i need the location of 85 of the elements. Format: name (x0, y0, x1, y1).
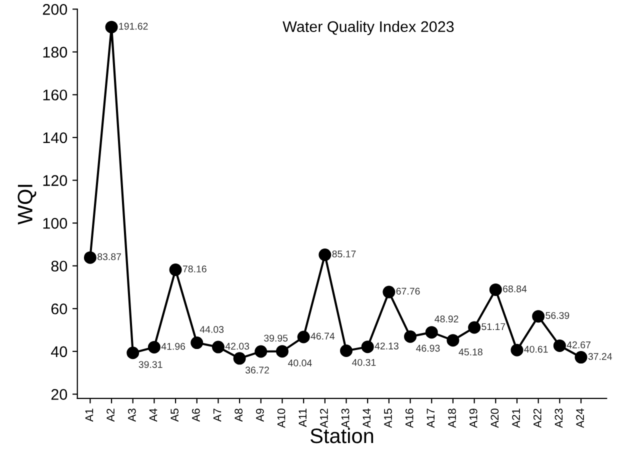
x-tick-label: A23 (554, 408, 563, 428)
data-label: 36.72 (245, 366, 269, 374)
data-label: 42.03 (225, 342, 250, 350)
data-label: 39.95 (264, 334, 288, 342)
y-tick-label: 160 (43, 90, 68, 100)
x-tick-label: A19 (469, 408, 478, 428)
data-label: 46.74 (310, 332, 335, 340)
y-tick-label: 20 (51, 389, 68, 400)
x-tick-label: A1 (85, 408, 94, 422)
x-tick-label: A3 (128, 408, 136, 422)
y-tick-label: 200 (42, 4, 68, 15)
point (254, 345, 268, 358)
x-tick-label: A17 (426, 408, 434, 428)
y-tick-label: 120 (43, 175, 68, 186)
text: Water Quality Index 2023 (282, 20, 454, 36)
point (532, 310, 545, 323)
x-tick-label: A12 (320, 408, 328, 428)
point (212, 340, 224, 354)
point (233, 352, 246, 365)
point (446, 334, 460, 347)
data-label: 44.03 (200, 326, 224, 333)
point (510, 344, 524, 356)
x-tick-label: A6 (192, 408, 200, 422)
data-label: 48.92 (434, 316, 458, 322)
data-label: 45.18 (458, 348, 482, 356)
y-tick-label: 140 (43, 132, 68, 144)
point (382, 286, 396, 298)
point (340, 344, 353, 357)
point (190, 336, 204, 350)
x-tick-label: A22 (533, 408, 542, 428)
point (105, 20, 118, 34)
point (574, 351, 588, 364)
x-tick-label: A20 (490, 408, 499, 428)
x-tick-label: A2 (106, 408, 114, 422)
y-tick-label: 80 (51, 260, 68, 272)
x-tick-label: A5 (170, 408, 179, 422)
point (425, 326, 438, 339)
point (169, 264, 182, 276)
x-tick-label: A14 (362, 408, 370, 428)
point (361, 340, 374, 354)
x-tick-label: A10 (277, 408, 286, 428)
y-tick-label: 40 (51, 346, 68, 358)
data-label: 68.84 (503, 285, 527, 292)
point (84, 251, 96, 264)
x-tick-label: A9 (256, 408, 264, 422)
data-label: 85.17 (332, 250, 356, 258)
data-label: 37.24 (588, 353, 612, 360)
data-label: 39.31 (138, 361, 162, 368)
data-label: 67.76 (396, 288, 420, 295)
data-label: 40.04 (288, 360, 312, 366)
x-tick-label: A13 (341, 408, 350, 428)
point (126, 346, 140, 360)
data-label: 51.17 (482, 323, 506, 330)
point (148, 340, 160, 354)
x-tick-label: A4 (149, 408, 158, 422)
point (276, 345, 288, 358)
point (318, 248, 332, 262)
x-tick-label: A11 (298, 408, 306, 428)
x-tick-label: A18 (448, 408, 456, 428)
data-label: 42.13 (374, 342, 398, 350)
data-label: 78.16 (182, 266, 206, 272)
y-tick-label: 180 (43, 46, 68, 58)
data-label: 191.62 (119, 22, 148, 30)
data-label: 40.61 (524, 346, 548, 353)
y-axis-title: WQI (18, 184, 36, 225)
data-label: 40.31 (352, 358, 376, 366)
x-tick-label: A24 (576, 408, 584, 428)
x-tick-label: A21 (512, 408, 520, 428)
x-tick-label: A15 (384, 408, 392, 428)
data-label: 83.87 (98, 253, 121, 260)
data-label: 41.96 (161, 342, 186, 350)
x-tick-label: A16 (405, 408, 414, 428)
point (297, 330, 310, 344)
data-label: 46.93 (416, 344, 440, 352)
point (553, 339, 566, 352)
y-tick-label: 60 (51, 303, 68, 314)
x-tick-label: A7 (213, 408, 222, 422)
data-label: 56.39 (546, 312, 570, 319)
y-tick-label: 100 (43, 218, 68, 229)
x-axis-title: Station (310, 428, 374, 444)
point (489, 283, 502, 296)
point (404, 330, 417, 343)
point (468, 321, 481, 334)
data-label: 42.67 (566, 341, 590, 348)
x-tick-label: A8 (234, 408, 243, 422)
